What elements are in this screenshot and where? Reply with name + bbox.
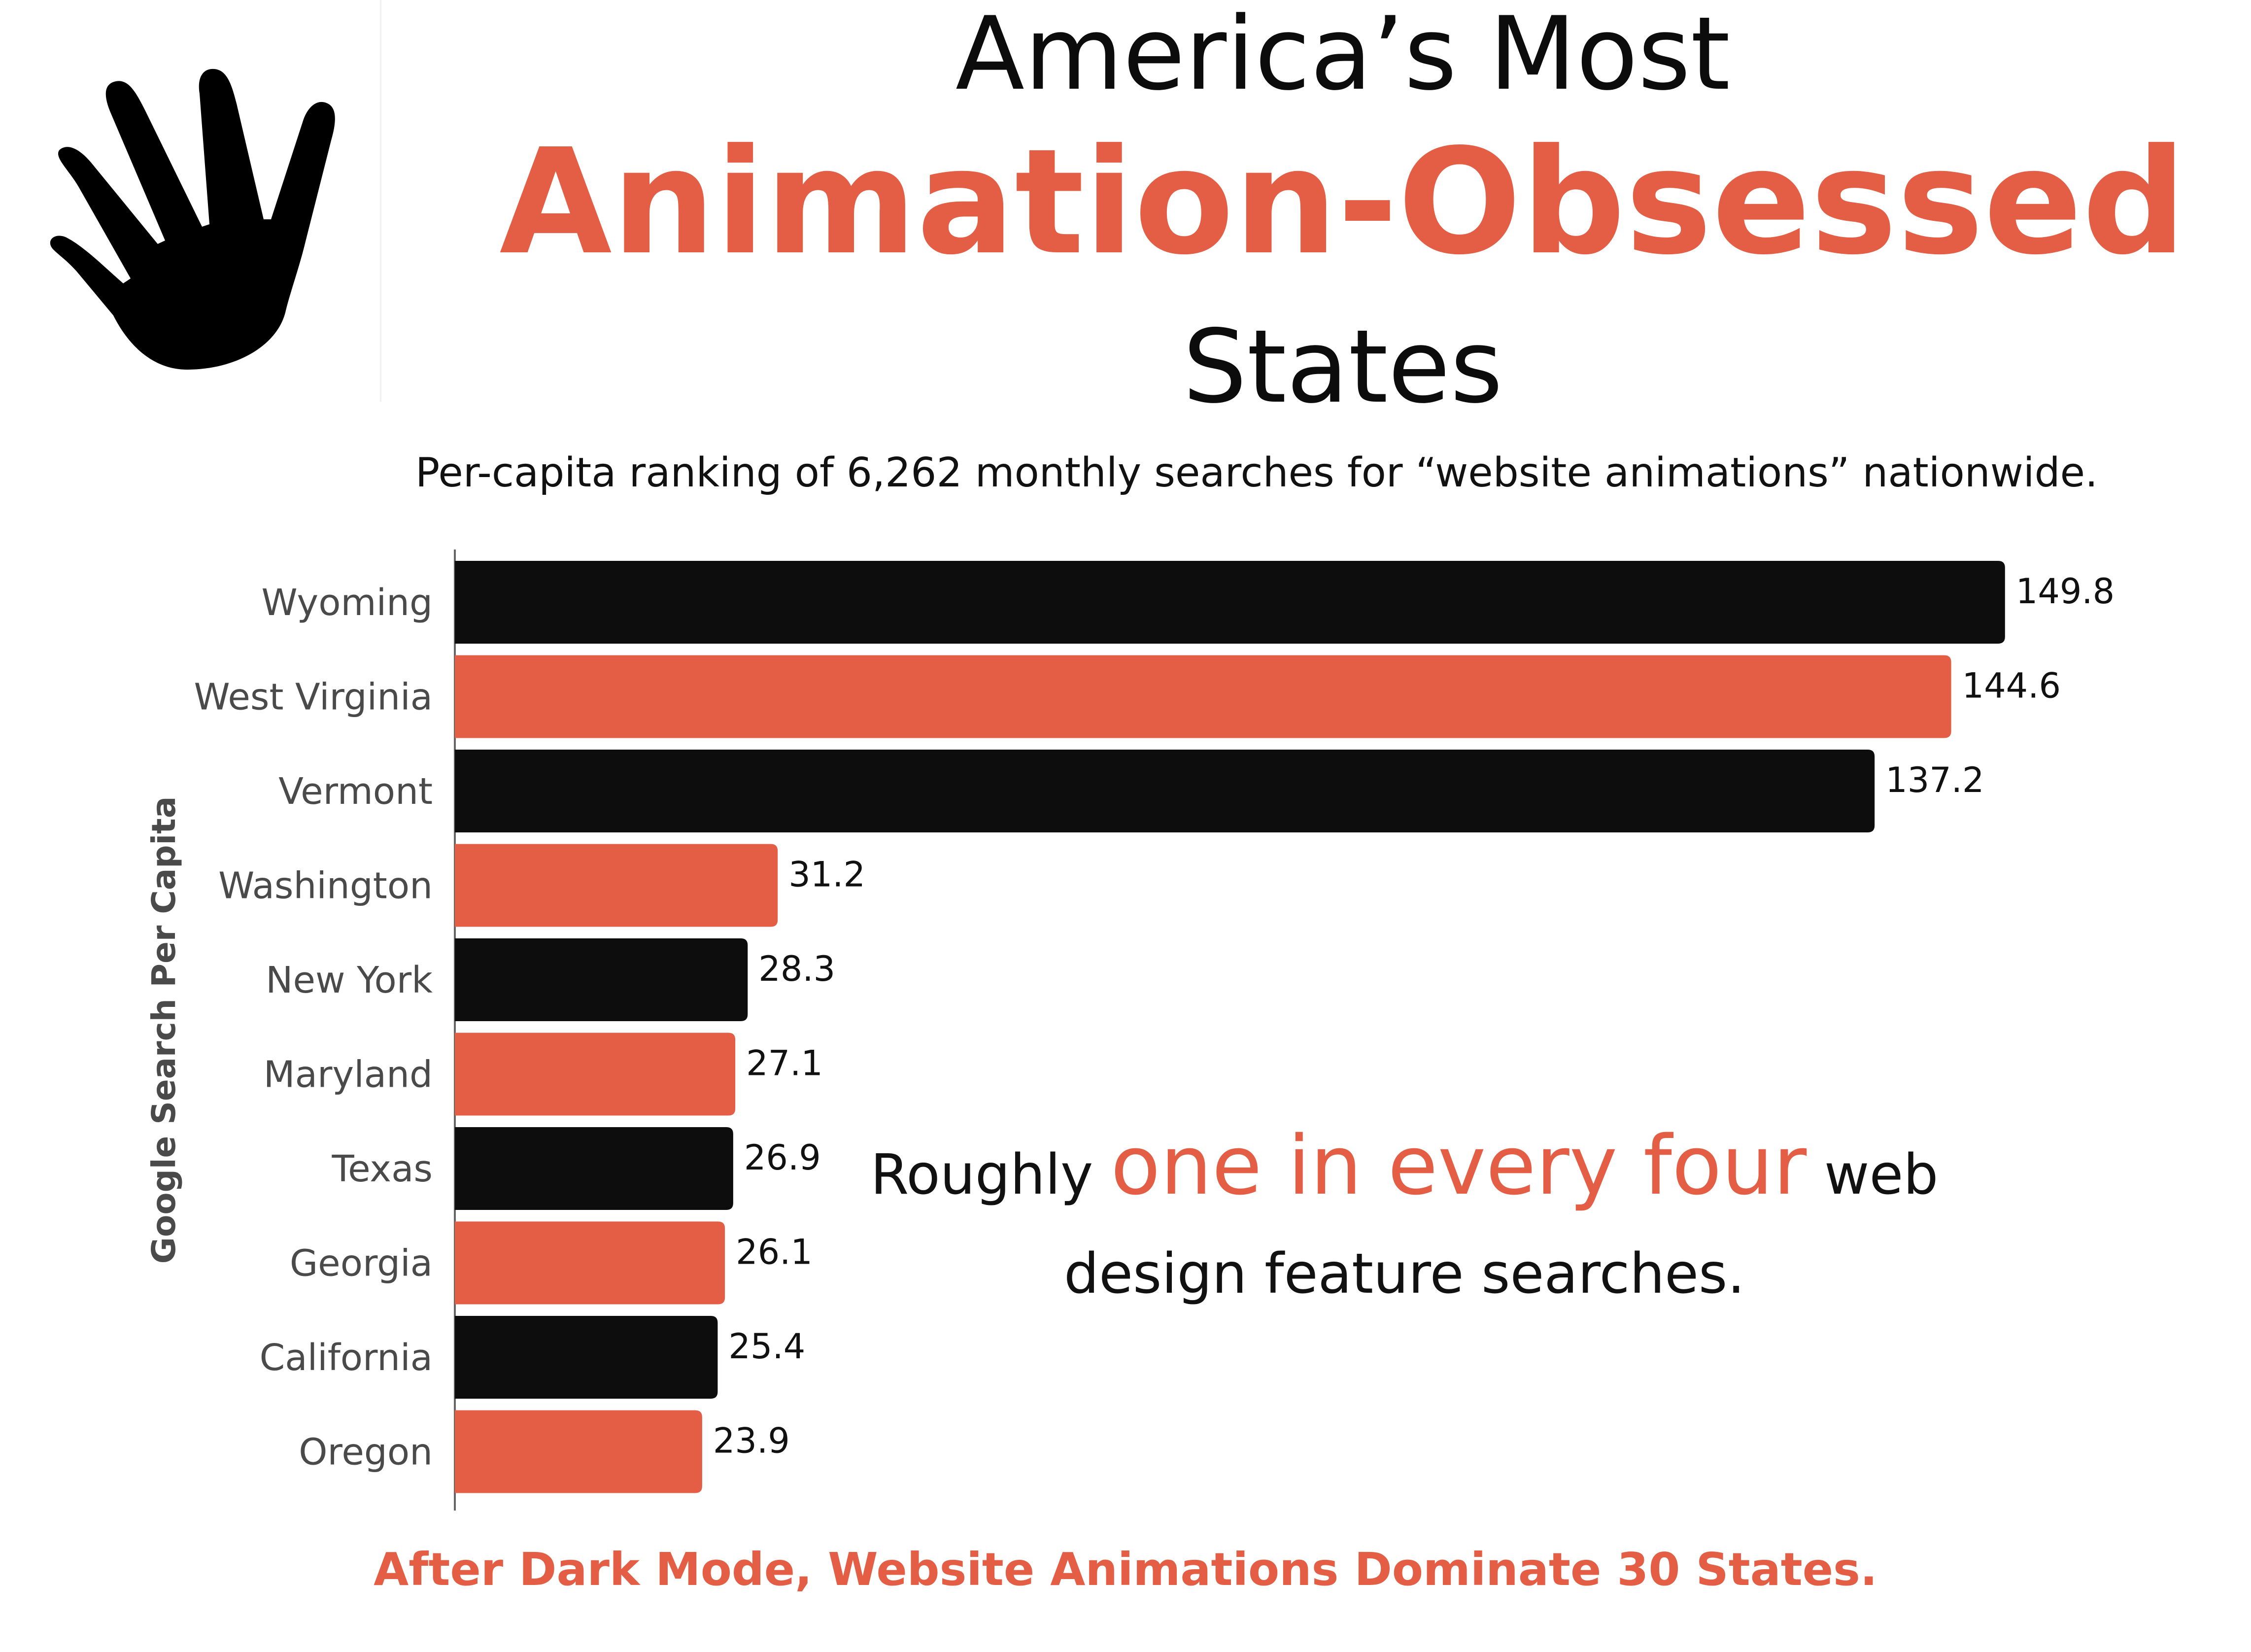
value-label: 149.8 xyxy=(2016,571,2115,612)
footer-note: After Dark Mode, Website Animations Domi… xyxy=(374,1543,1877,1596)
bar-washington xyxy=(455,844,778,927)
title-main: Animation-Obsessed xyxy=(499,117,2186,287)
hand-icon xyxy=(50,69,335,370)
title-top: America’s Most xyxy=(955,0,1731,113)
category-label: New York xyxy=(266,959,433,1001)
category-label: Wyoming xyxy=(262,582,433,624)
bar-new-york xyxy=(455,938,748,1021)
value-label: 26.9 xyxy=(744,1137,821,1178)
category-label: West Virginia xyxy=(194,676,433,719)
bar-texas xyxy=(455,1127,733,1210)
bar-california xyxy=(455,1316,718,1399)
logo-divider xyxy=(380,0,381,402)
category-label: Vermont xyxy=(278,770,433,813)
y-axis-title: Google Search Per Capita xyxy=(145,796,183,1264)
bar-wyoming xyxy=(455,561,2005,644)
category-label: Georgia xyxy=(290,1242,433,1285)
bar-georgia xyxy=(455,1221,725,1305)
bar-oregon xyxy=(455,1410,702,1493)
bar-west-virginia xyxy=(455,655,1951,738)
category-label: Washington xyxy=(218,865,433,907)
value-label: 26.1 xyxy=(736,1232,813,1273)
callout-prefix: Roughly xyxy=(870,1143,1093,1207)
callout-line-1: Roughly one in every four web xyxy=(739,1124,2070,1217)
value-label: 27.1 xyxy=(746,1043,823,1084)
category-label: Maryland xyxy=(264,1054,433,1096)
category-label: Oregon xyxy=(299,1431,433,1474)
value-label: 144.6 xyxy=(1962,666,2061,706)
value-label: 28.3 xyxy=(758,949,835,989)
bar-maryland xyxy=(455,1032,736,1116)
subtitle: Per-capita ranking of 6,262 monthly sear… xyxy=(415,449,2098,496)
value-label: 25.4 xyxy=(728,1326,805,1367)
callout-highlight: one in every four xyxy=(1110,1118,1807,1213)
title-bottom: States xyxy=(1183,309,1503,426)
bar-vermont xyxy=(455,750,1875,832)
callout-line-2: design feature searches. xyxy=(1063,1242,1745,1306)
value-label: 137.2 xyxy=(1885,760,1984,800)
value-label: 31.2 xyxy=(788,855,865,895)
callout-suffix: web xyxy=(1824,1143,1939,1207)
value-label: 23.9 xyxy=(713,1421,790,1461)
category-label: California xyxy=(260,1337,433,1379)
category-label: Texas xyxy=(331,1148,433,1190)
